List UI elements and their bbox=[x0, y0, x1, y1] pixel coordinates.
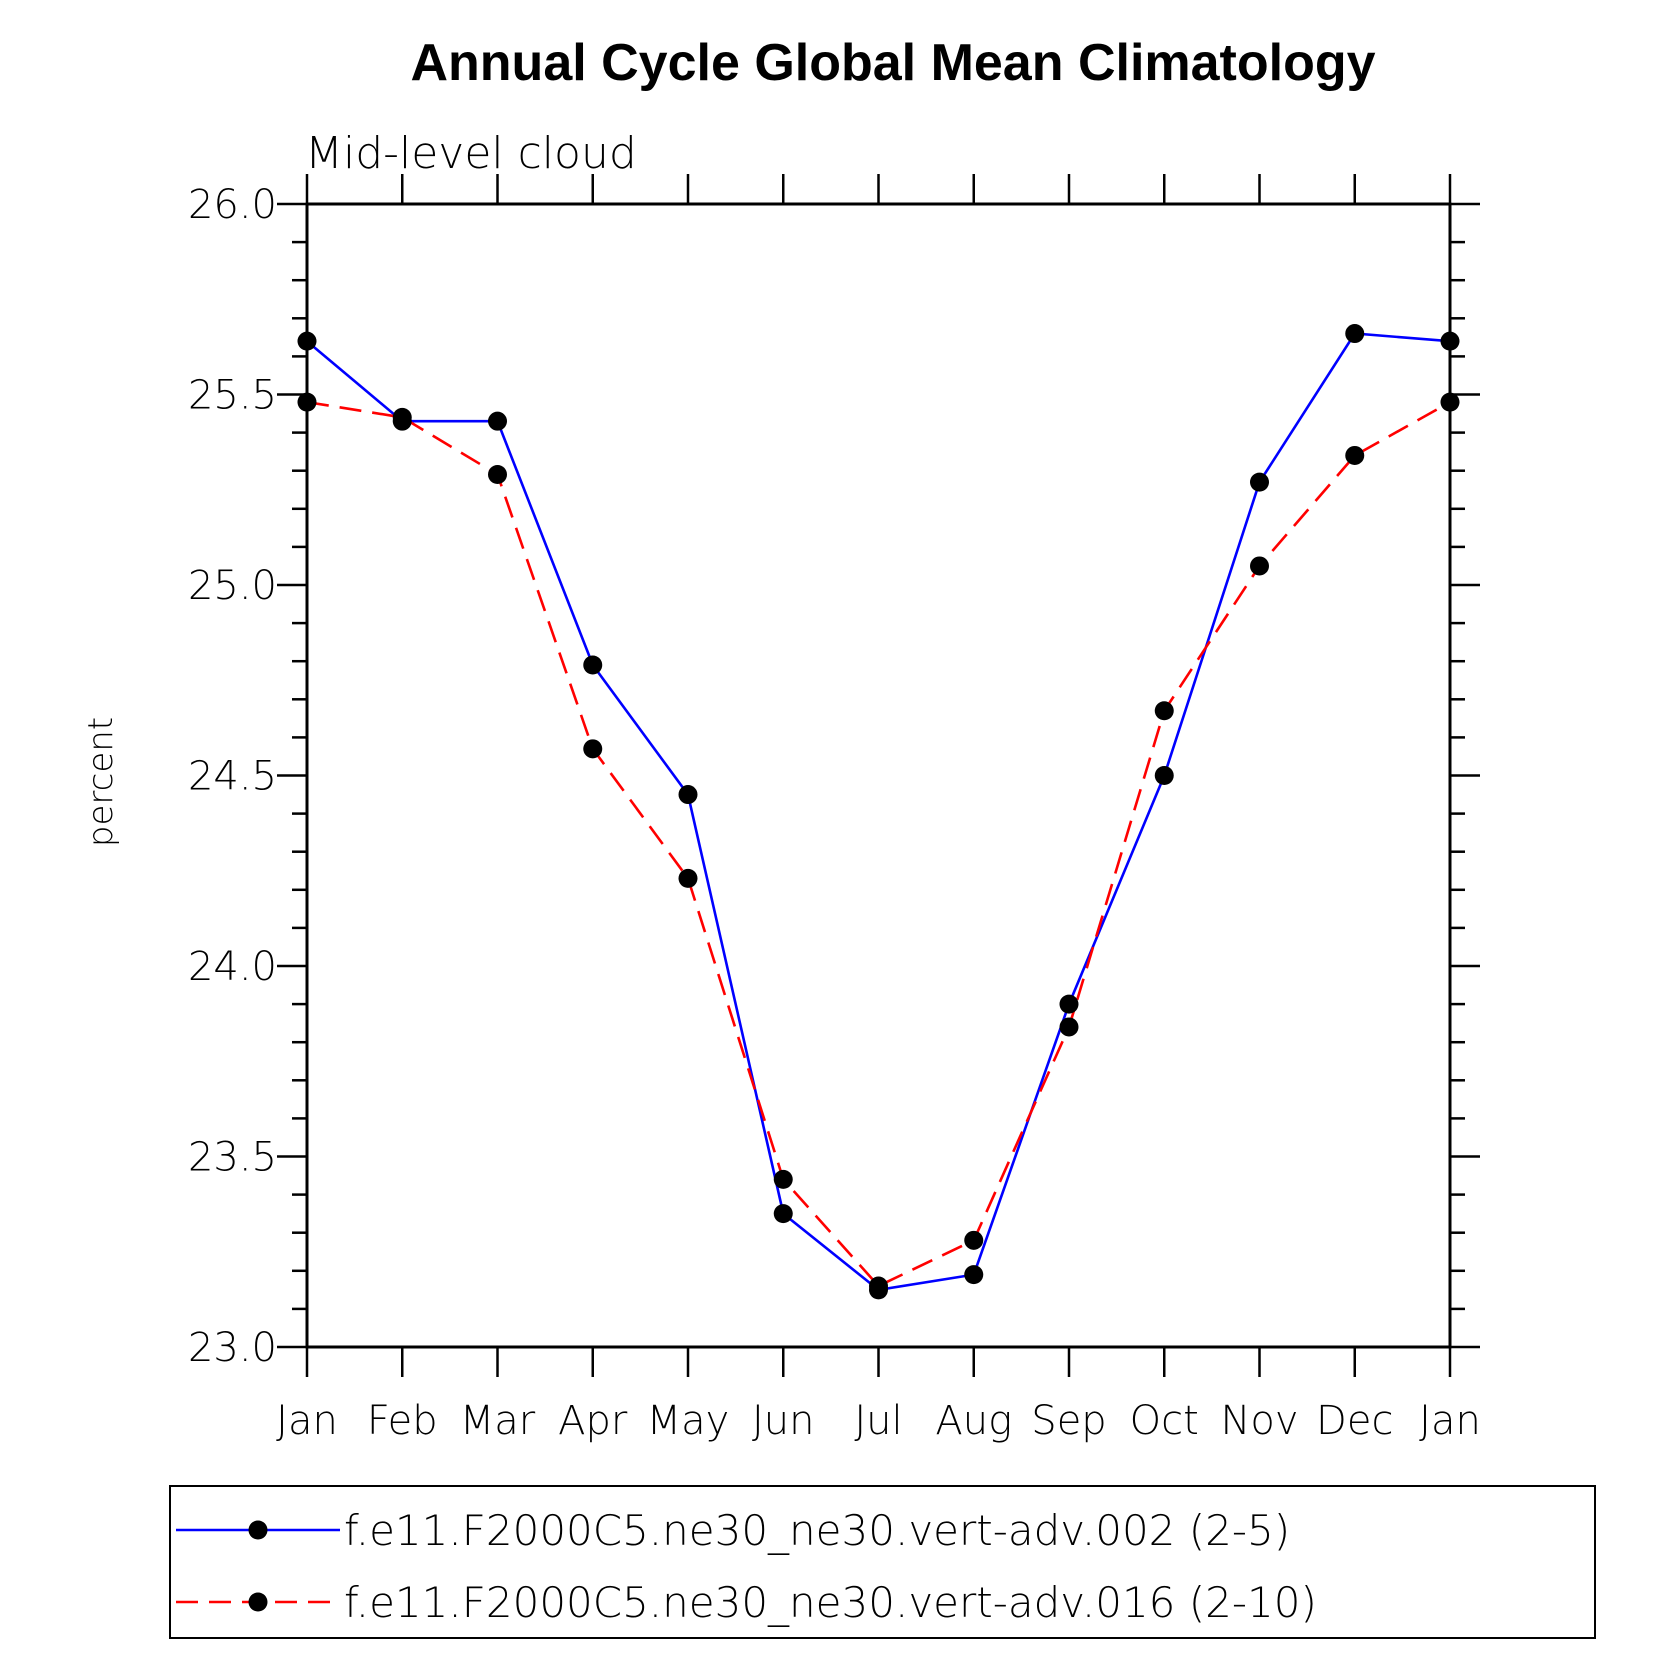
chart-subtitle: Mid-level cloud bbox=[305, 128, 637, 179]
legend-marker-2 bbox=[248, 1592, 268, 1612]
x-tick-label: Mar bbox=[460, 1398, 536, 1444]
data-point-series-2 bbox=[1059, 1017, 1079, 1037]
axes: 23.0 23.5 24.0 24.5 25.0 25.5 26.0 Jan Feb Mar Apr… bbox=[188, 174, 1481, 1444]
data-point-series-2 bbox=[1154, 701, 1174, 721]
x-tick-label: Sep bbox=[1031, 1398, 1106, 1444]
data-point-series-2 bbox=[964, 1230, 984, 1250]
y-tick-label: 24.0 bbox=[188, 944, 277, 990]
x-tick-label: Feb bbox=[367, 1398, 438, 1444]
data-point-series-2 bbox=[678, 868, 698, 888]
x-tick-label: Aug bbox=[935, 1398, 1012, 1444]
x-tick-label: May bbox=[647, 1398, 730, 1444]
x-tick-label: Dec bbox=[1316, 1398, 1393, 1444]
series-line-2 bbox=[306, 400, 1451, 1288]
data-point-series-2 bbox=[773, 1169, 793, 1189]
y-tick-label: 25.5 bbox=[188, 373, 277, 419]
data-point-series-2 bbox=[1250, 556, 1269, 576]
legend-marker-1 bbox=[248, 1520, 268, 1540]
plot-frame bbox=[305, 202, 1452, 1349]
data-point-series-2 bbox=[1345, 445, 1365, 465]
data-point-series-1 bbox=[964, 1265, 984, 1285]
y-tick-label: 23.0 bbox=[188, 1325, 277, 1371]
series-group bbox=[297, 324, 1460, 1300]
y-tick-label: 24.5 bbox=[188, 754, 277, 800]
chart-title: Annual Cycle Global Mean Climatology bbox=[410, 34, 1375, 92]
y-tick-label: 25.0 bbox=[188, 563, 277, 609]
x-tick-label: Jul bbox=[854, 1398, 902, 1444]
legend-box bbox=[169, 1485, 1596, 1639]
series-line-1 bbox=[306, 332, 1451, 1292]
legend-label-1: f.e11.F2000C5.ne30_ne30.vert-adv.002 (2-… bbox=[344, 1506, 1290, 1555]
x-tick-label: Jan bbox=[1419, 1398, 1481, 1444]
x-tick-label: Nov bbox=[1220, 1398, 1298, 1444]
legend-label-2: f.e11.F2000C5.ne30_ne30.vert-adv.016 (2-… bbox=[344, 1578, 1317, 1627]
x-tick-label: Apr bbox=[558, 1398, 628, 1444]
data-point-series-1 bbox=[1345, 324, 1365, 344]
legend: f.e11.F2000C5.ne30_ne30.vert-adv.002 (2-… bbox=[169, 1485, 1596, 1639]
data-point-series-1 bbox=[1059, 994, 1079, 1014]
data-point-series-1 bbox=[1154, 766, 1174, 785]
data-point-series-1 bbox=[297, 331, 317, 351]
data-point-series-2 bbox=[297, 392, 317, 412]
data-point-series-2 bbox=[583, 739, 603, 759]
data-point-series-1 bbox=[488, 411, 507, 431]
data-point-series-1 bbox=[1250, 472, 1269, 492]
data-point-series-2 bbox=[1440, 392, 1460, 412]
data-point-series-1 bbox=[678, 785, 698, 805]
x-tick-label: Oct bbox=[1130, 1398, 1199, 1444]
data-point-series-2 bbox=[869, 1276, 888, 1296]
data-point-series-1 bbox=[1440, 331, 1460, 351]
data-point-series-1 bbox=[583, 655, 603, 675]
data-point-series-2 bbox=[488, 465, 507, 485]
x-tick-label: Jun bbox=[752, 1398, 815, 1444]
y-tick-label: 26.0 bbox=[188, 182, 277, 228]
data-point-series-2 bbox=[392, 407, 412, 427]
data-point-series-1 bbox=[773, 1204, 793, 1224]
y-axis-label: percent bbox=[81, 717, 121, 847]
x-tick-label: Jan bbox=[276, 1398, 338, 1444]
y-tick-label: 23.5 bbox=[188, 1135, 277, 1181]
